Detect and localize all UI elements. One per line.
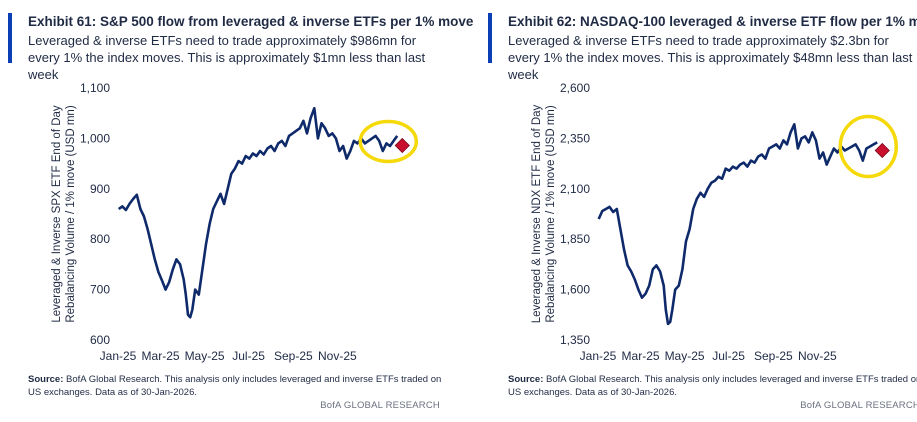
series-line [117, 106, 399, 319]
exhibit-title: Exhibit 61: S&P 500 flow from leveraged … [28, 14, 474, 29]
latest-value-marker [874, 142, 890, 159]
x-tick-label: Nov-25 [318, 349, 357, 363]
exhibit-title: Exhibit 62: NASDAQ-100 leveraged & inver… [508, 14, 917, 29]
ndx-flow-chart: 1,350 1,600 1,850 2,100 2,350 2,600 Jan-25 Mar-… [531, 81, 899, 363]
x-tick-label: Mar-25 [622, 349, 660, 363]
y-tick-label: 700 [90, 283, 110, 297]
x-tick-label: May-25 [665, 349, 705, 363]
x-tick-label: Jan-25 [580, 349, 617, 363]
x-tick-label: Jul-25 [232, 349, 265, 363]
x-tick-label: Nov-25 [798, 349, 837, 363]
source-note: Source: BofA Global Research. This analy… [28, 373, 448, 399]
x-tick-label: Mar-25 [142, 349, 180, 363]
y-tick-label: 2,350 [560, 131, 590, 145]
series-line [597, 122, 878, 326]
y-axis-label-line1: Leveraged & Inverse SPX ETF End of Day [51, 105, 63, 323]
brand-footer: BofA GLOBAL RESEARCH [800, 400, 917, 411]
x-tick-label: Jul-25 [712, 349, 745, 363]
exhibit-62-panel: Exhibit 62: NASDAQ-100 leveraged & inver… [488, 10, 917, 415]
exhibit-subtitle: Leveraged & inverse ETFs need to trade a… [28, 33, 426, 82]
y-tick-label: 2,100 [560, 182, 590, 196]
accent-bar [488, 13, 492, 63]
y-tick-label: 1,100 [80, 81, 110, 95]
source-note: Source: BofA Global Research. This analy… [508, 373, 917, 399]
y-tick-label: 900 [90, 182, 110, 196]
source-label: Source: [28, 374, 64, 385]
accent-bar [8, 13, 12, 63]
highlight-circle [838, 114, 899, 179]
source-text: BofA Global Research. This analysis only… [28, 374, 442, 398]
y-axis-label-line2: Rebalancing Volume / 1% move (USD mn) [545, 105, 557, 322]
y-tick-label: 1,000 [80, 131, 110, 145]
source-text: BofA Global Research. This analysis only… [508, 374, 917, 398]
y-tick-label: 2,600 [560, 81, 590, 95]
x-tick-label: Sep-25 [274, 349, 313, 363]
latest-value-marker [394, 137, 410, 154]
exhibit-61-panel: Exhibit 61: S&P 500 flow from leveraged … [8, 10, 473, 415]
source-label: Source: [508, 374, 544, 385]
highlight-circle [358, 119, 419, 164]
x-tick-label: May-25 [185, 349, 225, 363]
y-tick-label: 600 [90, 333, 110, 347]
exhibit-subtitle: Leveraged & inverse ETFs need to trade a… [508, 33, 913, 82]
y-tick-label: 1,350 [560, 333, 590, 347]
y-tick-label: 800 [90, 232, 110, 246]
spx-flow-chart: 600 700 800 900 1,000 1,100 Jan-25 Mar-25 May-25… [51, 81, 419, 363]
brand-footer: BofA GLOBAL RESEARCH [320, 400, 440, 411]
y-tick-label: 1,850 [560, 232, 590, 246]
y-axis-label-line2: Rebalancing Volume / 1% move (USD mn) [65, 105, 77, 322]
x-tick-label: Sep-25 [754, 349, 793, 363]
y-tick-label: 1,600 [560, 283, 590, 297]
y-axis-label-line1: Leveraged & Inverse NDX ETF End of Day [531, 104, 543, 323]
x-tick-label: Jan-25 [100, 349, 137, 363]
